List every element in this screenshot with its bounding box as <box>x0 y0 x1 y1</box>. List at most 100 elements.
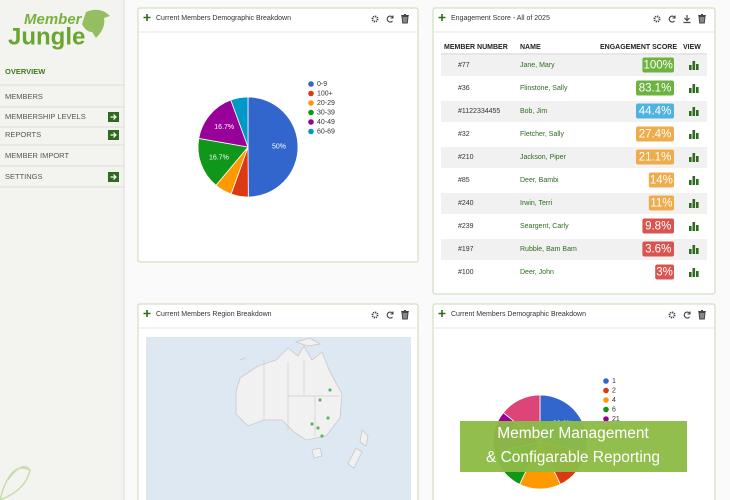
sidebar <box>0 0 124 500</box>
member-location <box>320 434 324 438</box>
view-icon-bar[interactable] <box>689 249 692 254</box>
legend-label: 20-29 <box>317 100 335 107</box>
view-icon-bar[interactable] <box>696 64 699 70</box>
view-icon-bar[interactable] <box>696 248 699 254</box>
view-icon-bar[interactable] <box>696 133 699 139</box>
pie-slice <box>230 96 249 148</box>
panel-title: Current Members Region Breakdown <box>156 311 272 318</box>
view-icon-bar[interactable] <box>689 203 692 208</box>
view-icon-bar[interactable] <box>696 87 699 93</box>
legend-label: 0-9 <box>317 81 327 88</box>
view-icon-bar[interactable] <box>689 157 692 162</box>
refresh-icon[interactable] <box>386 311 394 319</box>
delete-icon[interactable] <box>698 310 706 320</box>
view-icon-bar[interactable] <box>692 107 696 116</box>
member-name: Seargent, Carly <box>520 223 569 230</box>
view-icon-bar[interactable] <box>689 65 692 70</box>
view-icon-bar[interactable] <box>692 222 696 231</box>
member-number: #100 <box>458 269 474 276</box>
nav-item[interactable]: MEMBERSHIP LEVELS <box>5 112 86 121</box>
move-handle[interactable] <box>438 310 446 317</box>
table-row-stripe <box>441 193 707 214</box>
view-icon-bar[interactable] <box>692 130 696 139</box>
member-name: Fletcher, Sally <box>520 131 564 138</box>
member-number: #77 <box>458 62 470 69</box>
member-number: #36 <box>458 85 470 92</box>
view-icon-bar[interactable] <box>696 202 699 208</box>
score-badge <box>636 103 674 119</box>
refresh-icon[interactable] <box>386 15 394 23</box>
legend-swatch <box>308 100 314 106</box>
view-icon-bar[interactable] <box>692 153 696 162</box>
promo-banner <box>460 421 687 472</box>
view-icon-bar[interactable] <box>692 176 696 185</box>
nav-item[interactable]: REPORTS <box>5 130 41 139</box>
view-icon-bar[interactable] <box>692 61 696 70</box>
pie-slice <box>197 137 249 186</box>
legend-swatch <box>308 128 314 135</box>
delete-icon[interactable] <box>698 14 706 24</box>
map-land <box>235 345 343 441</box>
score-badge <box>636 126 674 142</box>
move-handle[interactable] <box>143 310 151 317</box>
map-tasmania <box>311 447 323 459</box>
score-value: 3% <box>656 267 673 279</box>
settings-icon[interactable] <box>371 15 379 23</box>
score-badge <box>636 149 674 165</box>
legend-swatch <box>308 90 314 97</box>
slice-label: 50% <box>272 144 286 151</box>
view-icon-bar[interactable] <box>689 111 692 116</box>
settings-icon[interactable] <box>653 15 661 23</box>
view-icon-bar[interactable] <box>696 110 699 116</box>
score-value: 11% <box>650 198 672 210</box>
nav-item[interactable]: OVERVIEW <box>5 67 46 76</box>
move-handle[interactable] <box>143 14 151 21</box>
legend-swatch <box>603 416 609 422</box>
view-icon-bar[interactable] <box>689 226 692 231</box>
nav-item[interactable]: SETTINGS <box>5 172 43 181</box>
move-handle[interactable] <box>438 14 446 21</box>
view-icon-bar[interactable] <box>692 245 696 254</box>
score-value: 3.6% <box>645 244 671 256</box>
score-badge <box>642 241 674 257</box>
logo-top: Member <box>24 11 83 28</box>
view-icon-bar[interactable] <box>696 225 699 231</box>
legend-label: 60-69 <box>317 128 335 135</box>
nav-item[interactable]: MEMBER IMPORT <box>5 151 69 160</box>
nav-item[interactable]: MEMBERS <box>5 92 43 101</box>
score-value: 27.4% <box>639 129 672 141</box>
view-icon-bar[interactable] <box>692 268 696 277</box>
slice-label: 16.7% <box>214 124 234 131</box>
download-icon[interactable] <box>683 15 691 24</box>
member-number: #210 <box>458 154 474 161</box>
view-icon-bar[interactable] <box>696 271 699 277</box>
nav-expand-arrow <box>110 114 117 120</box>
slice-label: 16.7% <box>209 155 229 162</box>
delete-icon[interactable] <box>401 14 409 24</box>
legend-swatch <box>603 387 609 394</box>
view-icon-bar[interactable] <box>692 84 696 93</box>
score-badge <box>655 264 674 280</box>
settings-icon[interactable] <box>668 311 676 319</box>
score-value: 14% <box>650 175 673 187</box>
delete-icon[interactable] <box>401 310 409 320</box>
view-icon-bar[interactable] <box>696 179 699 185</box>
column-header: NAME <box>520 44 541 51</box>
view-icon-bar[interactable] <box>689 180 692 185</box>
member-location <box>326 416 330 420</box>
view-icon-bar[interactable] <box>692 199 696 208</box>
view-icon-bar[interactable] <box>696 156 699 162</box>
refresh-icon[interactable] <box>668 15 676 23</box>
member-number: #239 <box>458 223 474 230</box>
member-number: #1122334455 <box>458 108 500 115</box>
view-icon-bar[interactable] <box>689 88 692 93</box>
legend-label: 2 <box>612 387 616 394</box>
view-icon-bar[interactable] <box>689 272 692 277</box>
legend-swatch <box>308 81 314 87</box>
view-icon-bar[interactable] <box>689 134 692 139</box>
column-header: MEMBER NUMBER <box>444 44 508 51</box>
legend-label: 100+ <box>317 90 333 97</box>
refresh-icon[interactable] <box>683 311 691 319</box>
settings-icon[interactable] <box>371 311 379 319</box>
